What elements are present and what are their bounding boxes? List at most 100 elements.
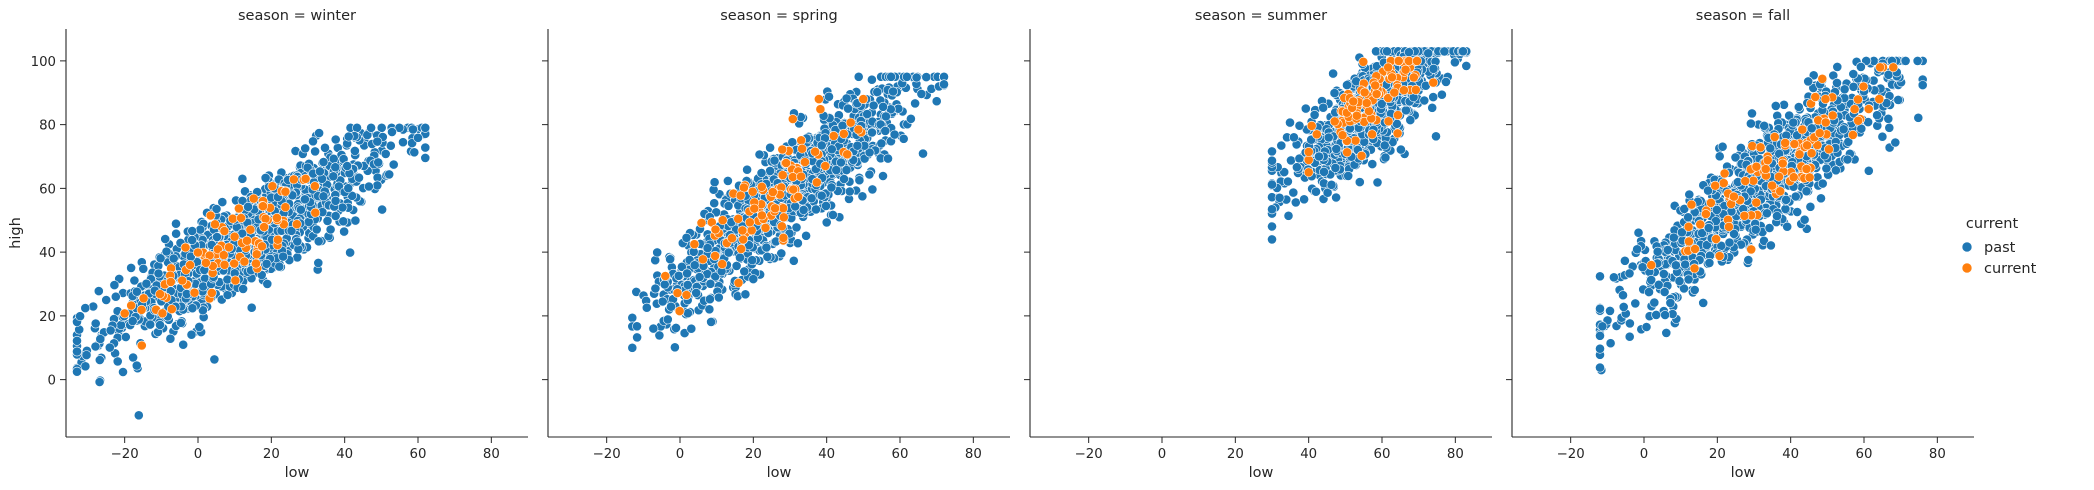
scatter-point [858,94,869,104]
scatter-point [1872,110,1882,121]
scatter-point [398,137,408,148]
y-tick-label: 60 [39,182,56,197]
scatter-point [93,286,104,296]
y-tick-label: 20 [39,310,56,325]
scatter-point [1849,104,1860,115]
scatter-point [1683,274,1694,285]
x-tick-label: 80 [1929,447,1946,462]
scatter-point [686,323,697,334]
scatter-point [271,212,282,223]
scatter-point [343,131,354,142]
scatter-point [211,204,222,214]
scatter-point [1285,117,1295,128]
scatter-point [338,216,349,227]
scatter-point [313,236,324,247]
scatter-point [677,261,687,272]
scatter-point [1372,177,1383,188]
scatter-point [229,231,240,242]
scatter-point [1701,240,1712,250]
scatter-point [212,232,222,242]
scatter-point [828,209,838,220]
scatter-point [373,157,384,168]
scatter-point [1311,186,1321,197]
scatter-point [408,124,418,135]
scatter-point [105,325,116,336]
scatter-point [659,279,670,290]
scatter-point [1659,287,1670,297]
scatter-point [862,109,873,119]
scatter-point [1724,221,1734,232]
scatter-point [1739,210,1750,221]
scatter-point [831,165,842,175]
scatter-point [165,333,176,344]
scatter-point [1661,327,1672,338]
scatter-point [1267,204,1277,215]
scatter-point [131,360,142,371]
scatter-point [1595,271,1605,282]
scatter-point [906,113,916,124]
scatter-point [1814,128,1825,138]
scatter-point [171,228,181,239]
scatter-point [286,225,297,236]
scatter-point [224,242,234,253]
scatter-point [219,226,230,236]
scatter-point [1680,259,1691,270]
scatter-point [1646,260,1657,270]
scatter-point [236,213,246,223]
x-tick-label: 20 [745,447,762,462]
scatter-point [673,270,684,281]
scatter-point [820,161,831,171]
scatter-point [1816,193,1826,204]
scatter-point [816,190,827,201]
scatter-point [261,258,272,269]
scatter-point [387,127,397,137]
scatter-point [292,236,303,247]
scatter-point [1797,124,1808,135]
scatter-point [1789,139,1800,149]
scatter-point [1777,158,1788,169]
scatter-point [1717,141,1728,152]
scatter-point [1766,240,1776,251]
scatter-point [259,222,269,232]
scatter-point [1913,112,1924,123]
scatter-point [787,114,798,124]
scatter-point [1318,102,1329,113]
scatter-point [872,87,883,97]
scatter-point [126,300,137,311]
scatter-point [318,157,329,167]
scatter-point [1309,110,1320,120]
scatter-point [311,224,322,235]
scatter-point [309,181,320,192]
scatter-point [1632,244,1642,255]
scatter-point [666,301,676,312]
scatter-point [652,247,663,258]
scatter-point [749,203,760,214]
scatter-point [280,186,291,197]
scatter-point [1267,155,1277,166]
scatter-point [1711,204,1722,215]
x-tick-label: 0 [676,447,684,462]
scatter-point [788,255,799,266]
scatter-point [302,162,313,173]
x-tick-label: 40 [1782,447,1799,462]
scatter-point [288,174,299,185]
scatter-point [1724,237,1735,248]
scatter-point [145,319,156,330]
scatter-point [380,148,391,159]
scatter-point [131,286,142,297]
scatter-point [72,346,82,357]
scatter-point [1361,98,1372,108]
scatter-point [197,305,208,316]
scatter-point [330,134,341,145]
scatter-point [1831,165,1841,176]
scatter-point [717,259,728,269]
scatter-point [1747,141,1758,151]
scatter-point [824,91,834,102]
scatter-point [1890,137,1901,148]
scatter-point [1820,117,1831,128]
scatter-point [1431,131,1441,142]
scatter-point [916,89,927,99]
scatter-point [245,224,256,235]
scatter-point [796,135,807,146]
